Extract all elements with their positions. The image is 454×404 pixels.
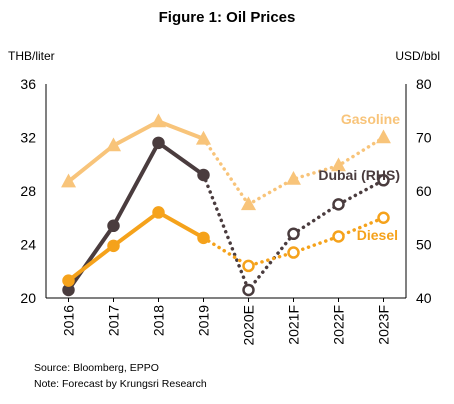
right-tick-label: 80: [416, 76, 432, 92]
x-tick-label: 2019: [196, 305, 212, 336]
gasoline-point: [286, 170, 301, 185]
diesel-point: [197, 231, 210, 245]
dubai-rhs-point: [287, 227, 300, 241]
left-tick-label: 24: [20, 237, 36, 253]
gasoline-point: [150, 113, 167, 128]
left-tick-label: 28: [20, 183, 36, 199]
series-layer: [61, 113, 391, 297]
right-tick-label: 60: [416, 183, 432, 199]
left-tick-label: 36: [20, 76, 36, 92]
dubai-rhs-point: [107, 219, 120, 233]
dubai-rhs-point: [242, 283, 255, 297]
x-tick-label: 2017: [106, 305, 122, 336]
right-axis-ticks: 40 50 60 70 80: [416, 76, 432, 306]
x-tick-label: 2016: [61, 305, 77, 336]
dubai-rhs-point: [197, 168, 210, 182]
gasoline-point: [105, 137, 122, 152]
diesel-point: [242, 259, 255, 273]
series-labels: Gasoline Dubai (RHS) Diesel: [318, 111, 400, 243]
x-tick-label: 2022F: [331, 305, 347, 345]
x-tick-label: 2018: [151, 305, 167, 336]
x-tick-label: 2021F: [286, 305, 302, 345]
dubai-rhs-point: [152, 136, 165, 150]
right-tick-label: 40: [416, 290, 432, 306]
dubai-rhs-series-label: Dubai (RHS): [318, 167, 400, 183]
source-note: Source: Bloomberg, EPPO: [34, 362, 159, 374]
right-tick-label: 70: [416, 130, 432, 146]
chart-title: Figure 1: Oil Prices: [159, 9, 296, 26]
diesel-point: [107, 239, 120, 253]
diesel-point: [287, 246, 300, 259]
gasoline-point: [331, 157, 346, 172]
left-axis-unit: THB/liter: [8, 49, 55, 63]
forecast-note: Note: Forecast by Krungsri Research: [34, 378, 207, 390]
gasoline-series-label: Gasoline: [341, 111, 400, 127]
diesel-series-label: Diesel: [357, 227, 398, 243]
x-tick-label: 2020E: [241, 305, 257, 345]
diesel-actual-line: [66, 210, 206, 283]
x-tick-label: 2023F: [376, 305, 392, 345]
diesel-point: [377, 211, 390, 224]
left-tick-label: 32: [20, 130, 36, 146]
gasoline-forecast-line: [201, 135, 386, 207]
left-axis-ticks: 20 24 28 32 36: [20, 76, 36, 306]
gasoline-point: [240, 196, 257, 211]
diesel-point: [332, 230, 345, 243]
dubai-rhs-point: [332, 198, 345, 211]
dubai-rhs-point: [377, 174, 390, 187]
diesel-point: [62, 274, 75, 287]
gasoline-point: [376, 129, 391, 144]
dubai-rhs-actual-line: [66, 140, 206, 292]
diesel-forecast-line: [201, 216, 386, 268]
right-tick-label: 50: [416, 237, 432, 253]
gasoline-actual-line: [66, 119, 206, 184]
gasoline-point: [61, 173, 77, 188]
right-axis-unit: USD/bbl: [395, 49, 440, 63]
gasoline-point: [195, 130, 212, 145]
x-axis-ticks: 2016 2017 2018 2019 2020E 2021F 2022F 2023F: [61, 298, 392, 345]
diesel-point: [152, 206, 165, 219]
left-tick-label: 20: [20, 290, 36, 306]
